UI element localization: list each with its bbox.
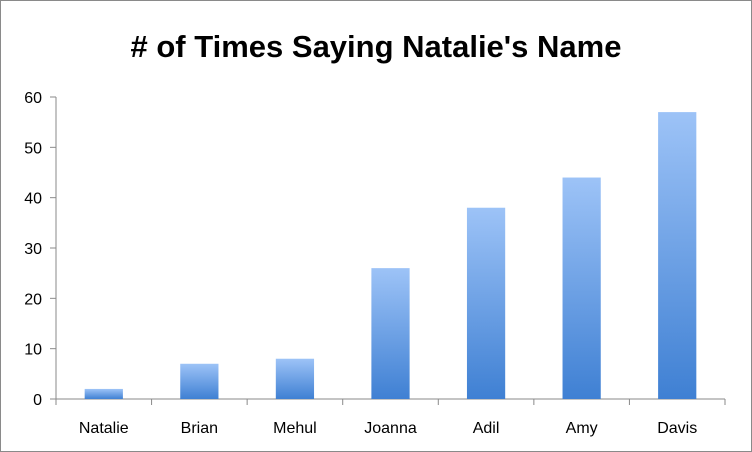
chart-title: # of Times Saying Natalie's Name [130, 29, 622, 64]
x-tick-label: Natalie [79, 420, 129, 437]
bar-mehul [275, 358, 315, 399]
y-tick-label: 10 [24, 342, 42, 359]
y-tick-label: 40 [24, 191, 42, 208]
bar-joanna [371, 268, 410, 399]
bars [84, 112, 697, 399]
bar-amy [562, 177, 601, 399]
y-tick-label: 30 [24, 241, 42, 258]
x-tick-label: Amy [566, 420, 598, 437]
x-tick-label: Adil [473, 420, 500, 437]
y-tick-label: 50 [24, 140, 42, 157]
bar-brian [180, 363, 219, 399]
x-tick-label: Brian [181, 420, 218, 437]
y-tick-label: 0 [33, 392, 42, 409]
y-tick-label: 20 [24, 291, 42, 308]
x-axis: Natalie Brian Mehul Joanna Adil Amy Davis [55, 398, 726, 437]
bar-natalie [84, 388, 123, 399]
y-tick-label: 60 [24, 90, 42, 107]
x-tick-label: Joanna [364, 420, 417, 437]
x-tick-label: Mehul [273, 420, 317, 437]
bar-davis [658, 112, 697, 399]
bar-adil [466, 207, 506, 399]
y-axis: 0 10 20 30 40 50 60 [24, 90, 57, 409]
x-tick-label: Davis [657, 420, 697, 437]
